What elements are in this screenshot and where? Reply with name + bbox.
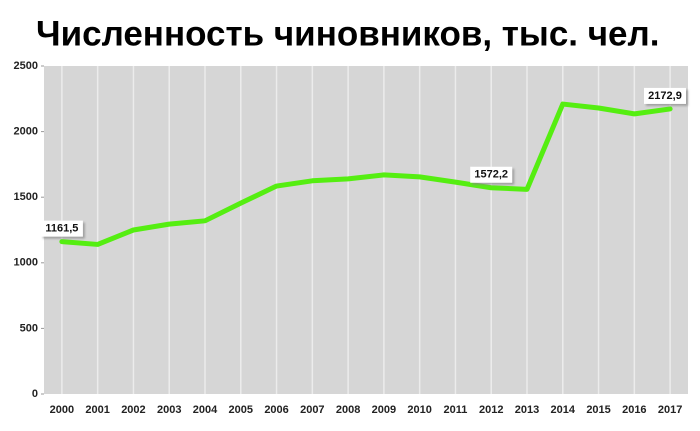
x-tick-label: 2004 bbox=[193, 404, 218, 416]
y-tick-label: 1500 bbox=[14, 191, 38, 203]
x-tick-label: 2011 bbox=[444, 404, 468, 416]
x-tick-label: 2017 bbox=[658, 404, 682, 416]
x-tick-label: 2007 bbox=[300, 404, 324, 416]
chart-title: Численность чиновников, тыс. чел. bbox=[36, 14, 659, 53]
y-tick-label: 2000 bbox=[14, 126, 38, 138]
x-tick-label: 2016 bbox=[622, 404, 646, 416]
x-tick-label: 2014 bbox=[551, 404, 576, 416]
y-tick-label: 0 bbox=[32, 388, 38, 400]
y-tick-label: 2500 bbox=[14, 60, 38, 72]
x-tick-label: 2013 bbox=[515, 404, 539, 416]
data-label-box bbox=[40, 220, 83, 237]
x-tick-label: 2001 bbox=[85, 404, 109, 416]
x-tick-label: 2010 bbox=[407, 404, 431, 416]
data-label: 1161,5 bbox=[45, 223, 78, 235]
y-tick-label: 1000 bbox=[14, 257, 38, 269]
x-tick-label: 2005 bbox=[229, 404, 253, 416]
x-tick-label: 2008 bbox=[336, 404, 360, 416]
x-tick-label: 2006 bbox=[264, 404, 288, 416]
data-label: 1572,2 bbox=[474, 169, 508, 181]
x-tick-label: 2003 bbox=[157, 404, 181, 416]
data-label: 2172,9 bbox=[648, 90, 682, 102]
x-tick-label: 2000 bbox=[50, 404, 74, 416]
x-tick-label: 2009 bbox=[372, 404, 396, 416]
x-tick-label: 2015 bbox=[586, 404, 610, 416]
x-tick-label: 2012 bbox=[479, 404, 503, 416]
data-label-box bbox=[644, 87, 686, 104]
line-series bbox=[59, 101, 673, 247]
data-label-box bbox=[470, 166, 513, 183]
y-tick-label: 500 bbox=[20, 322, 38, 334]
x-tick-label: 2002 bbox=[121, 404, 145, 416]
plot-area bbox=[44, 66, 688, 394]
